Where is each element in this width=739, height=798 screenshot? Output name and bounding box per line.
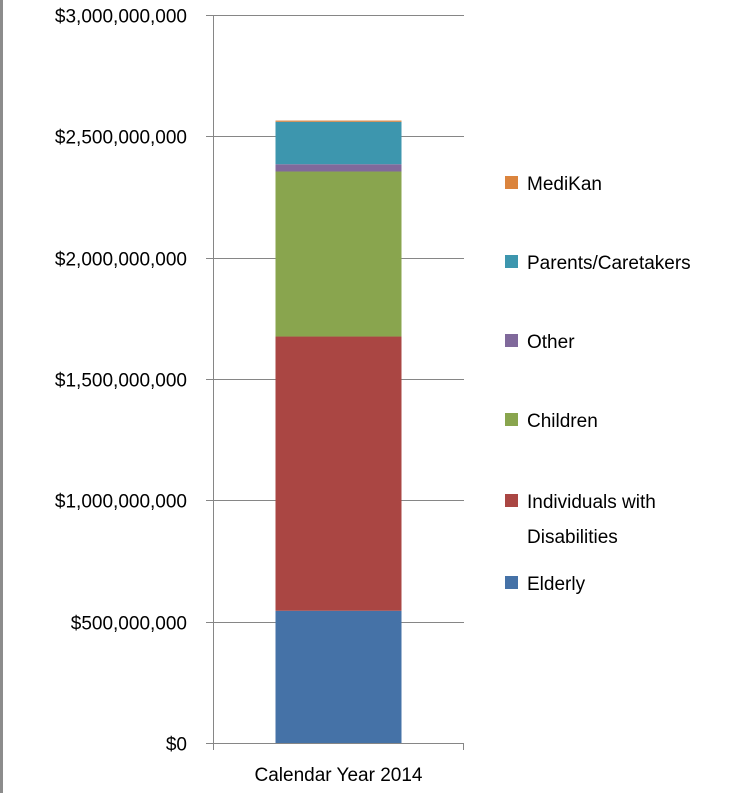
y-tick-label: $1,000,000,000: [55, 492, 187, 513]
x-tick-label: Calendar Year 2014: [255, 765, 423, 786]
left-border-line: [0, 0, 3, 793]
y-tick-label: $2,000,000,000: [55, 250, 187, 271]
legend-label: Individuals with: [527, 492, 656, 513]
legend-item-other: Other: [505, 332, 575, 353]
legend-label: Elderly: [527, 574, 586, 595]
bar-children: [275, 171, 402, 337]
legend-swatch: [505, 413, 518, 426]
bar-individuals-with-disabilities: [275, 336, 402, 611]
legend: MediKan Parents/Caretakers Other Children In…: [505, 174, 691, 595]
y-tick-label: $3,000,000,000: [55, 7, 187, 28]
y-tick-label: $500,000,000: [71, 614, 187, 635]
legend-label: Other: [527, 332, 575, 353]
legend-label: MediKan: [527, 174, 602, 195]
bars: [275, 120, 402, 743]
legend-swatch: [505, 255, 518, 268]
legend-item-parents-caretakers: Parents/Caretakers: [505, 253, 691, 274]
bar-elderly: [275, 610, 402, 743]
y-tick-labels: $0 $500,000,000 $1,000,000,000 $1,500,000,0…: [55, 7, 187, 756]
legend-item-children: Children: [505, 411, 598, 432]
legend-swatch: [505, 334, 518, 347]
bar-other: [275, 164, 402, 172]
legend-label: Children: [527, 411, 598, 432]
legend-item-medikan: MediKan: [505, 174, 602, 195]
legend-swatch: [505, 494, 518, 507]
legend-swatch: [505, 576, 518, 589]
y-tick-label: $1,500,000,000: [55, 371, 187, 392]
legend-item-individuals-with-disabilities: Individuals with Disabilities: [505, 492, 656, 548]
y-tick-label: $2,500,000,000: [55, 128, 187, 149]
legend-swatch: [505, 176, 518, 189]
legend-item-elderly: Elderly: [505, 574, 586, 595]
bar-medikan: [275, 120, 402, 122]
legend-label: Disabilities: [527, 527, 618, 548]
axes: [206, 15, 464, 750]
legend-label: Parents/Caretakers: [527, 253, 691, 274]
bar-parents-caretakers: [275, 121, 402, 165]
x-tick-labels: Calendar Year 2014: [255, 765, 423, 786]
y-tick-label: $0: [166, 735, 187, 756]
